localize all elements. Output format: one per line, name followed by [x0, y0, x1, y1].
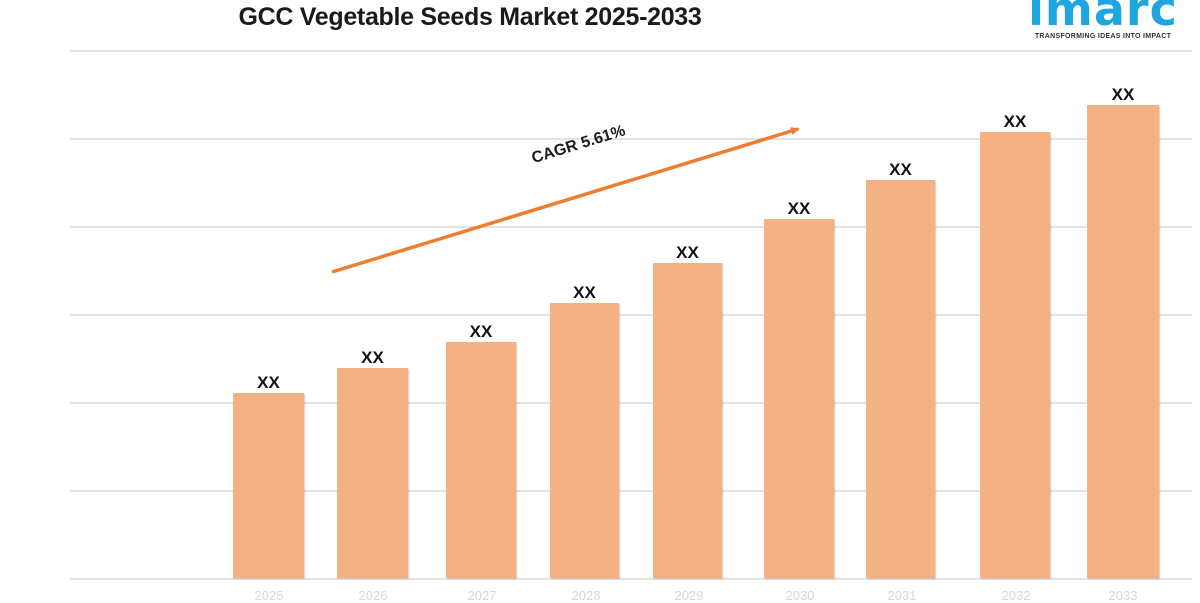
- x-axis-label: 2033: [1108, 588, 1138, 603]
- gridline: [70, 578, 1192, 580]
- x-axis-label: 2030: [785, 588, 815, 603]
- bar-2031: [866, 180, 935, 578]
- bar-2026: [337, 368, 408, 578]
- bar-value-label: XX: [787, 199, 811, 218]
- bar-value-label: XX: [573, 283, 596, 302]
- gridline: [70, 314, 1192, 316]
- gridline: [70, 138, 1192, 140]
- x-axis-label: 2032: [1001, 588, 1031, 603]
- bar-value-label: XX: [1111, 85, 1135, 104]
- bar-value-label: XX: [361, 348, 384, 367]
- bar-value-label: XX: [257, 373, 280, 392]
- gridline: [70, 226, 1192, 228]
- bar-2027: [446, 342, 516, 578]
- bar-2032: [980, 132, 1050, 578]
- bar-value-label: XX: [889, 160, 912, 179]
- gridline: [70, 490, 1192, 492]
- x-axis-label: 2031: [887, 588, 917, 603]
- logo-tagline: TRANSFORMING IDEAS INTO IMPACT: [1034, 33, 1172, 40]
- bar-value-label: XX: [469, 322, 493, 341]
- bar-2029: [653, 263, 722, 578]
- imarc-logo: imarc TRANSFORMING IDEAS INTO IMPACT: [1018, 0, 1188, 40]
- x-axis-label: 2027: [467, 588, 497, 603]
- x-axis-label: 2029: [674, 588, 704, 603]
- gridline: [70, 402, 1192, 404]
- chart-title: GCC Vegetable Seeds Market 2025-2033: [0, 0, 1060, 34]
- plot-area: [70, 50, 1192, 580]
- chart-title-text: GCC Vegetable Seeds Market 2025-2033: [238, 3, 702, 31]
- bar-2033: [1087, 105, 1159, 578]
- bar-value-label: XX: [676, 243, 699, 262]
- x-axis-label: 2028: [571, 588, 601, 603]
- bar-2025: [233, 393, 304, 578]
- x-axis-label: 2025: [254, 588, 284, 603]
- bar-2028: [550, 303, 619, 578]
- bar-2030: [764, 219, 834, 578]
- logo-wordmark: imarc: [1028, 0, 1178, 36]
- x-axis-label: 2026: [358, 588, 388, 603]
- bar-value-label: XX: [1003, 112, 1027, 131]
- gridline: [70, 50, 1192, 52]
